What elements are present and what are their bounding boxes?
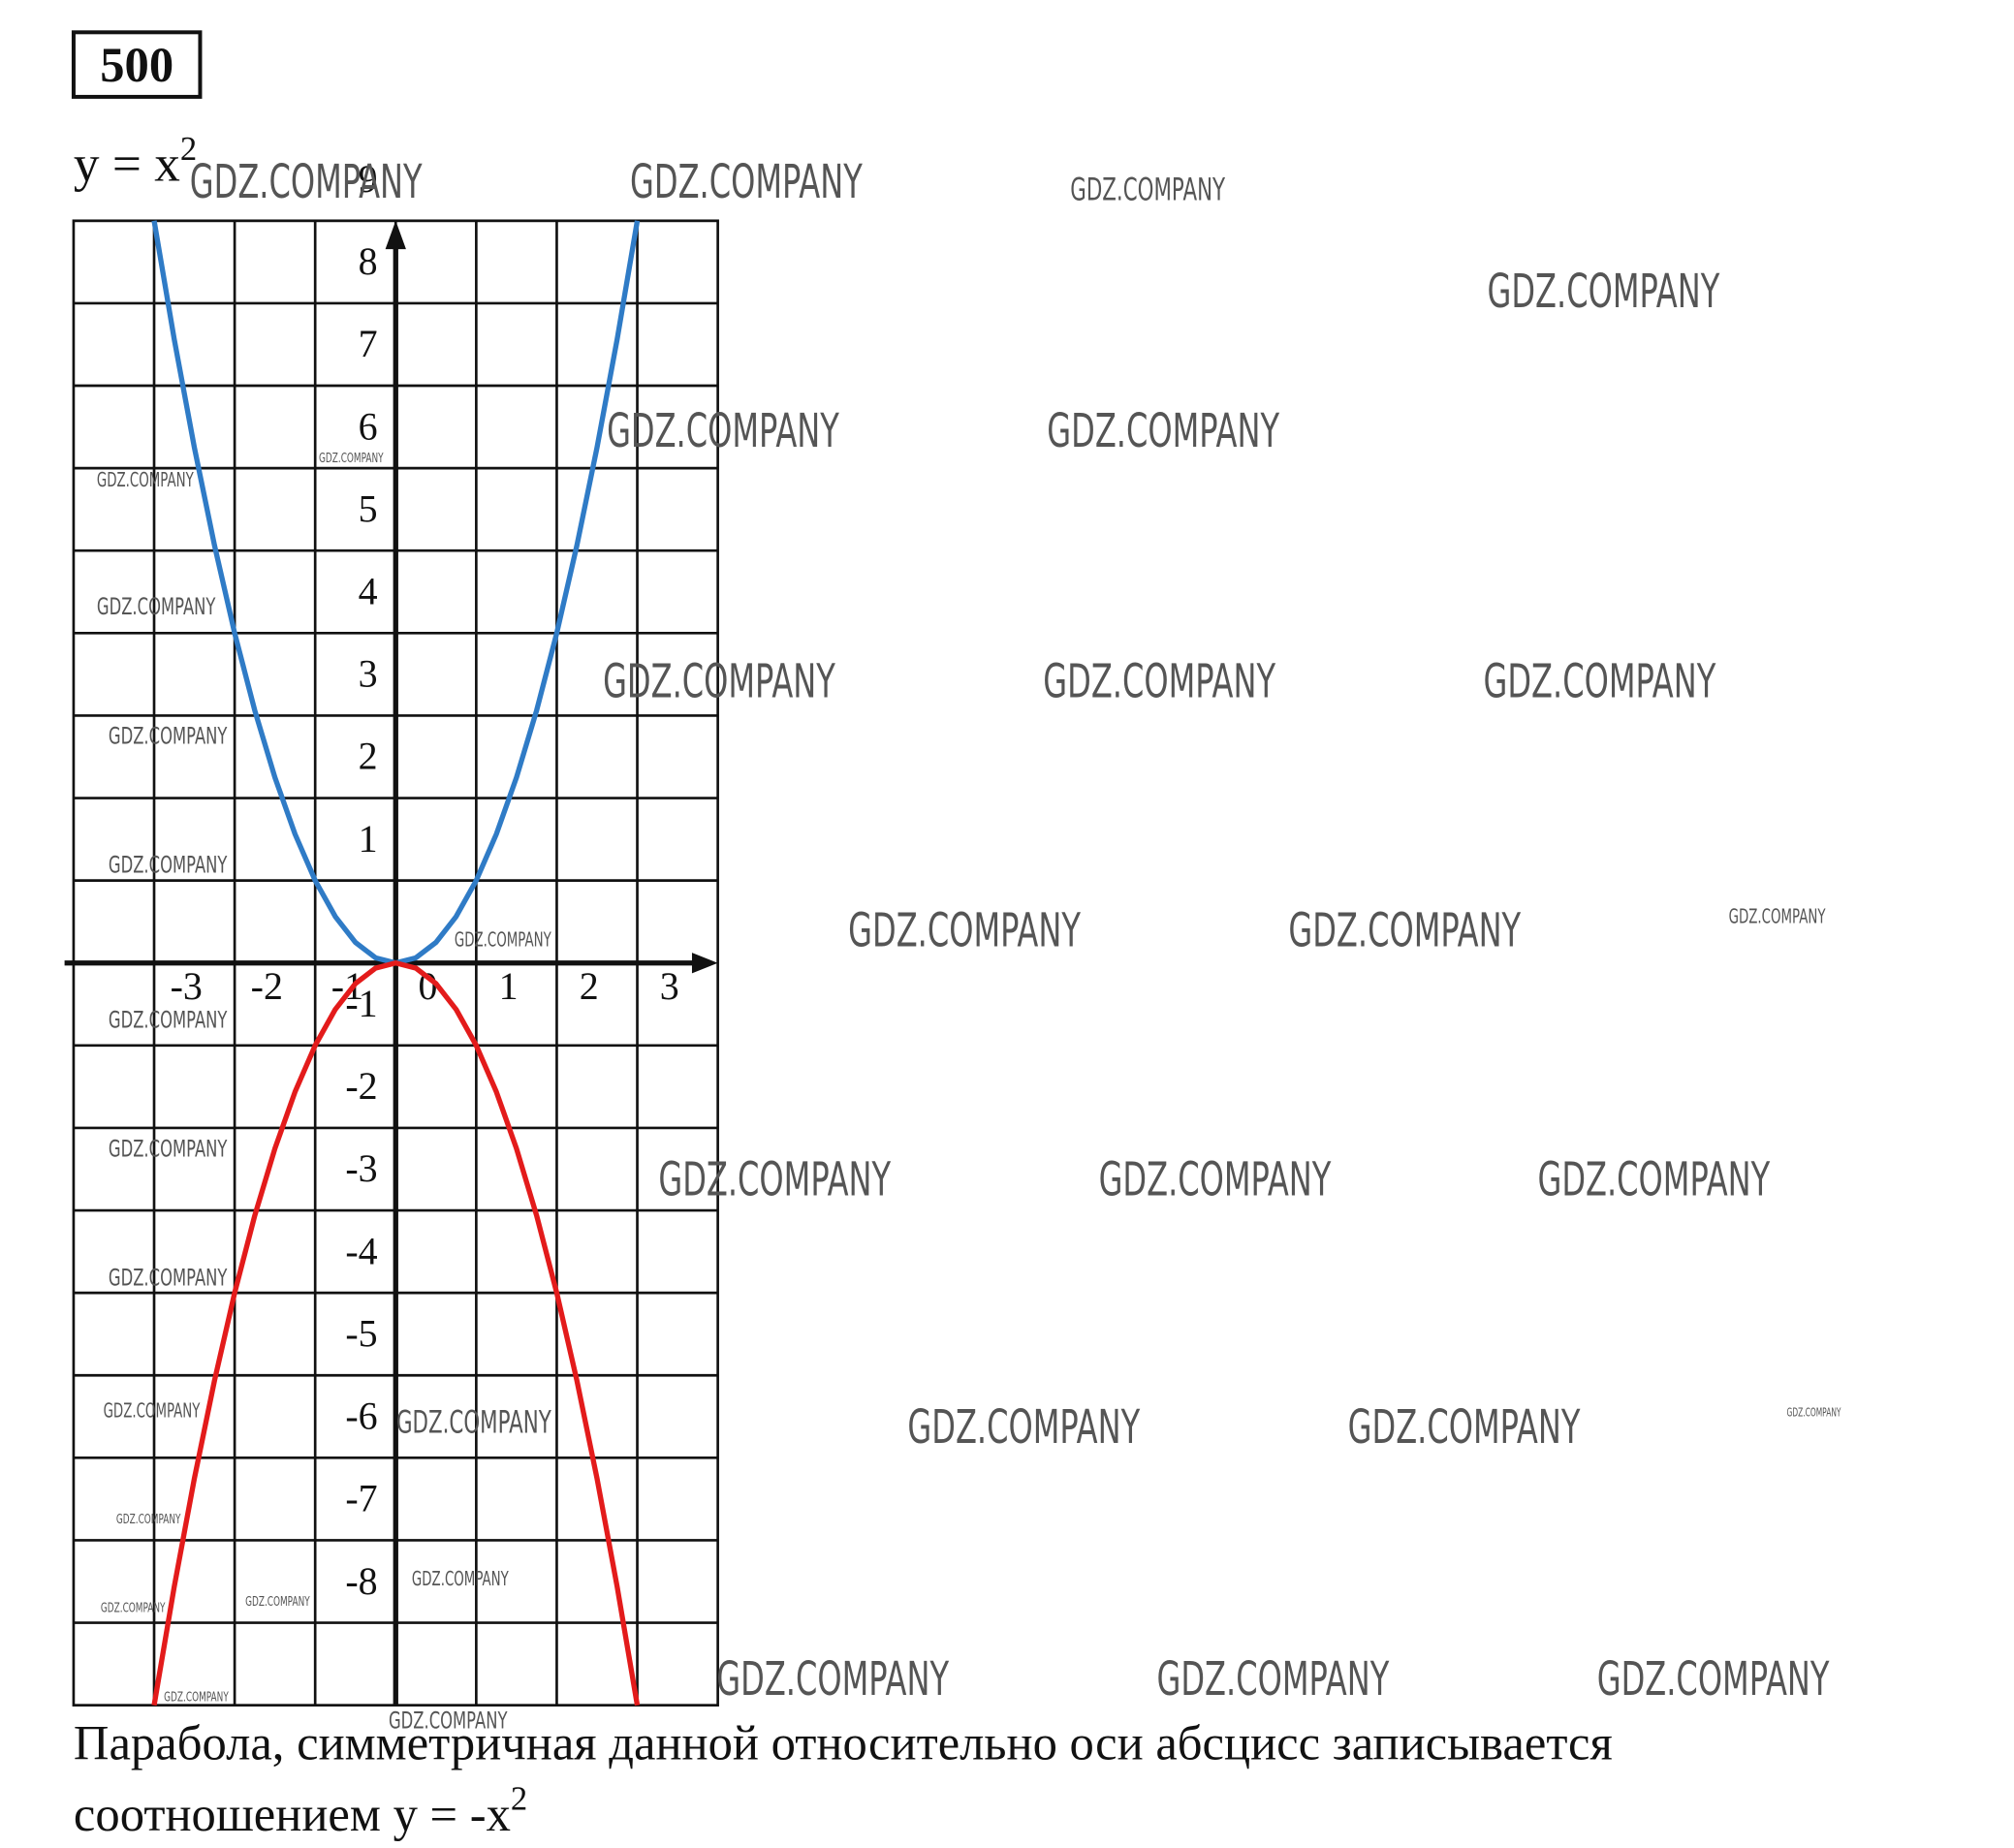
watermark: GDZ.COMPANY (848, 903, 1081, 957)
watermark: GDZ.COMPANY (109, 1136, 228, 1163)
caption-line: соотношением y = -x2 (74, 1781, 527, 1841)
watermark: GDZ.COMPANY (104, 1399, 201, 1423)
watermark: GDZ.COMPANY (109, 1265, 228, 1292)
y-tick-label: -7 (345, 1477, 377, 1520)
watermark: GDZ.COMPANY (396, 1404, 551, 1441)
y-tick-label: -6 (345, 1394, 377, 1438)
watermark: GDZ.COMPANY (412, 1567, 509, 1590)
watermark: GDZ.COMPANY (658, 1152, 891, 1206)
formula-text: y = x (74, 136, 180, 193)
y-tick-label: -5 (345, 1311, 377, 1355)
watermark: GDZ.COMPANY (1488, 265, 1720, 319)
x-axis-arrow (691, 953, 718, 974)
formula: y = x2 (74, 131, 197, 192)
x-tick-label: 2 (580, 964, 599, 1008)
y-tick-label: 4 (359, 570, 378, 613)
watermark: GDZ.COMPANY (1597, 1652, 1830, 1707)
watermark: GDZ.COMPANY (1288, 903, 1521, 957)
y-tick-label: 9 (359, 157, 378, 201)
watermark: GDZ.COMPANY (190, 155, 423, 209)
y-tick-label: 2 (359, 735, 378, 778)
x-tick-label: -1 (331, 964, 363, 1008)
y-tick-label: 7 (359, 322, 378, 365)
watermark: GDZ.COMPANY (109, 722, 228, 749)
watermark: GDZ.COMPANY (455, 927, 551, 951)
y-tick-label: 6 (359, 404, 378, 448)
x-tick-label: -2 (251, 964, 283, 1008)
watermark: GDZ.COMPANY (1047, 404, 1279, 458)
watermark: GDZ.COMPANY (164, 1691, 229, 1706)
y-tick-label: -3 (345, 1146, 377, 1190)
y-axis-arrow (385, 220, 406, 250)
y-tick-label: 1 (359, 817, 378, 861)
number-box (71, 30, 203, 99)
watermark: GDZ.COMPANY (1099, 1152, 1332, 1206)
x-tick-label: 3 (660, 964, 679, 1008)
watermark: GDZ.COMPANY (245, 1595, 310, 1610)
watermark: GDZ.COMPANY (630, 155, 863, 209)
x-tick-label: 1 (499, 964, 519, 1008)
y-tick-label: -8 (345, 1559, 377, 1603)
watermark: GDZ.COMPANY (389, 1707, 508, 1735)
watermark: GDZ.COMPANY (116, 1513, 181, 1527)
watermark: GDZ.COMPANY (1537, 1152, 1770, 1206)
watermark: GDZ.COMPANY (101, 1602, 166, 1616)
watermark: GDZ.COMPANY (109, 1006, 228, 1033)
watermark: GDZ.COMPANY (907, 1400, 1140, 1455)
x-tick-label: -3 (171, 964, 203, 1008)
y-tick-label: -4 (345, 1229, 377, 1272)
y-tick-label: -2 (345, 1064, 377, 1108)
watermark: GDZ.COMPANY (97, 593, 216, 620)
caption-line: Парабола, симметричная данной относитель… (74, 1716, 1613, 1770)
watermark: GDZ.COMPANY (109, 851, 228, 878)
caption-text: соотношением y = -x (74, 1787, 511, 1841)
problem-number: 500 (100, 38, 173, 92)
watermark: GDZ.COMPANY (319, 452, 384, 466)
watermark: GDZ.COMPANY (1729, 904, 1826, 927)
watermark: GDZ.COMPANY (607, 404, 839, 458)
watermark: GDZ.COMPANY (1787, 1405, 1841, 1419)
watermark: GDZ.COMPANY (1043, 654, 1275, 708)
formula-exponent: 2 (180, 131, 197, 168)
watermark: GDZ.COMPANY (716, 1652, 949, 1707)
series-line (151, 960, 641, 1707)
watermark: GDZ.COMPANY (1070, 171, 1225, 207)
watermark: GDZ.COMPANY (1348, 1400, 1581, 1455)
caption-exponent: 2 (511, 1781, 527, 1818)
watermarks: GDZ.COMPANY GDZ.COMPANY GDZ.COMPANY GDZ.COM… (97, 155, 1841, 1735)
watermark: GDZ.COMPANY (1484, 654, 1716, 708)
y-tick-label: 8 (359, 239, 378, 283)
watermark: GDZ.COMPANY (603, 654, 835, 708)
y-tick-label: 3 (359, 652, 378, 696)
watermark: GDZ.COMPANY (1157, 1652, 1390, 1707)
y-tick-label: 5 (359, 486, 378, 530)
watermark: GDZ.COMPANY (97, 468, 194, 491)
